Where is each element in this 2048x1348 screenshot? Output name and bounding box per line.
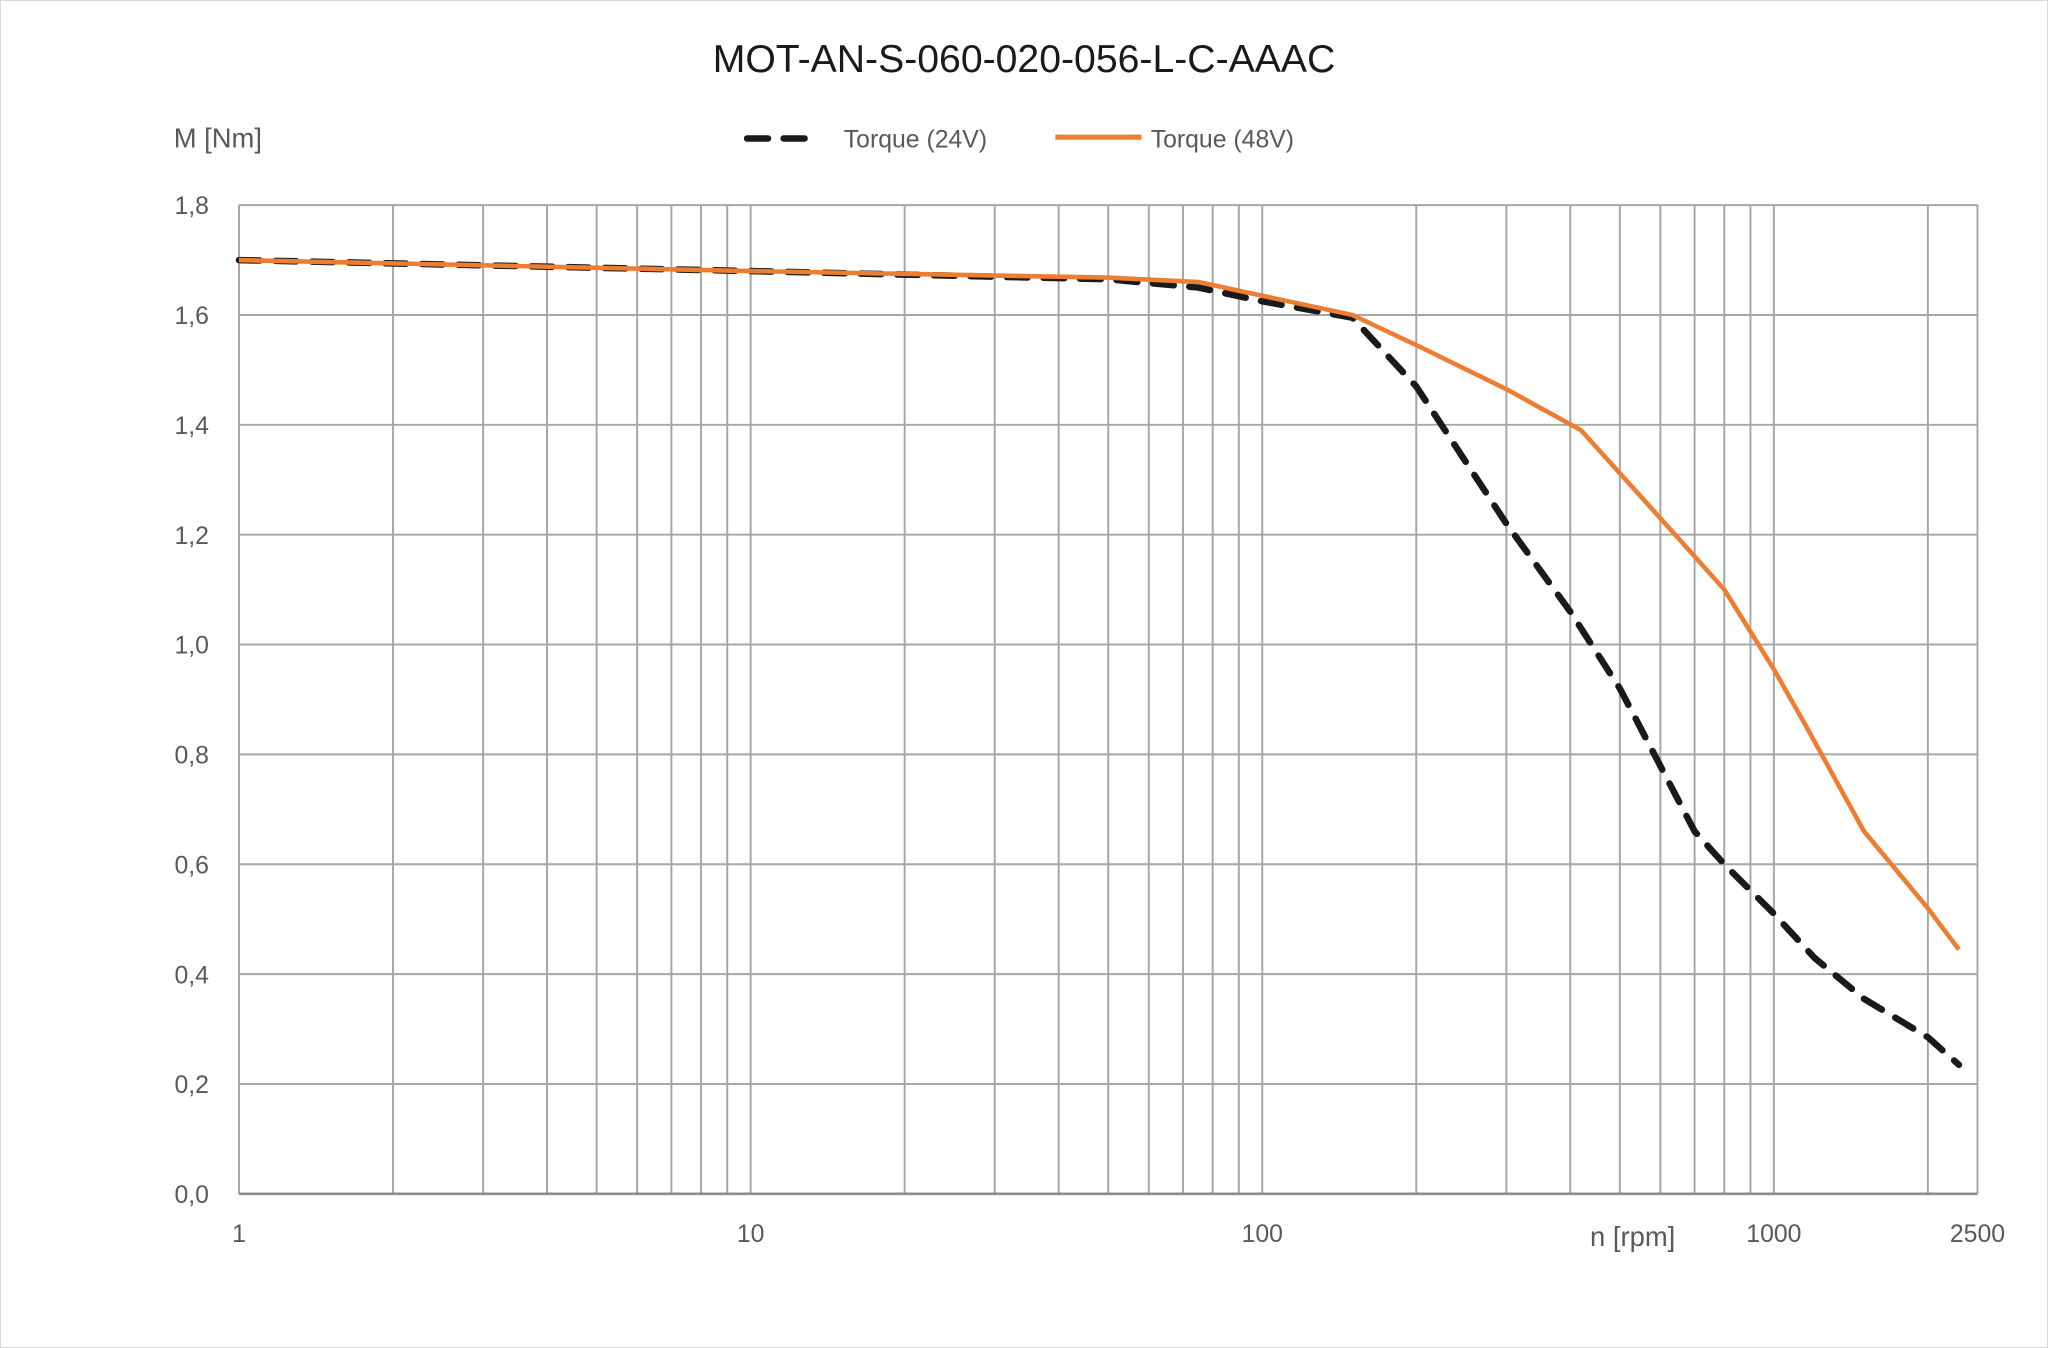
y-axis-label: M [Nm] xyxy=(174,123,262,154)
y-tick-label: 1,4 xyxy=(174,413,209,440)
y-tick-label: 1,6 xyxy=(174,303,208,330)
grid xyxy=(238,204,1979,1196)
y-tick-label: 0,2 xyxy=(174,1072,208,1099)
y-tick-label: 0,0 xyxy=(174,1182,208,1209)
series-lines xyxy=(235,256,1963,1069)
legend-label-24v: Torque (24V) xyxy=(844,127,987,154)
y-tick-label: 1,8 xyxy=(174,193,208,220)
y-tick-label: 0,4 xyxy=(174,962,209,989)
series-line-24v xyxy=(235,256,1963,1069)
series-line-48v xyxy=(238,257,1961,951)
chart-title: MOT-AN-S-060-020-056-L-C-AAAC xyxy=(713,38,1336,81)
x-tick-label: 2500 xyxy=(1950,1221,2005,1248)
y-tick-label: 1,0 xyxy=(174,633,208,660)
x-tick-label: 100 xyxy=(1242,1221,1283,1248)
y-tick-label: 0,8 xyxy=(174,743,208,770)
y-tick-label: 1,2 xyxy=(174,523,208,550)
legend: Torque (24V) Torque (48V) xyxy=(743,127,1294,154)
x-tick-labels: 1 10 100 1000 2500 xyxy=(232,1221,2005,1248)
x-axis-label: n [rpm] xyxy=(1590,1221,1675,1252)
x-tick-label: 1000 xyxy=(1746,1221,1801,1248)
legend-label-48v: Torque (48V) xyxy=(1151,127,1294,154)
y-tick-labels: 0,0 0,2 0,4 0,6 0,8 1,0 1,2 1,4 1,6 1,8 xyxy=(174,193,209,1209)
x-tick-label: 1 xyxy=(232,1221,246,1248)
x-tick-label: 10 xyxy=(737,1221,765,1248)
y-tick-label: 0,6 xyxy=(174,852,208,879)
